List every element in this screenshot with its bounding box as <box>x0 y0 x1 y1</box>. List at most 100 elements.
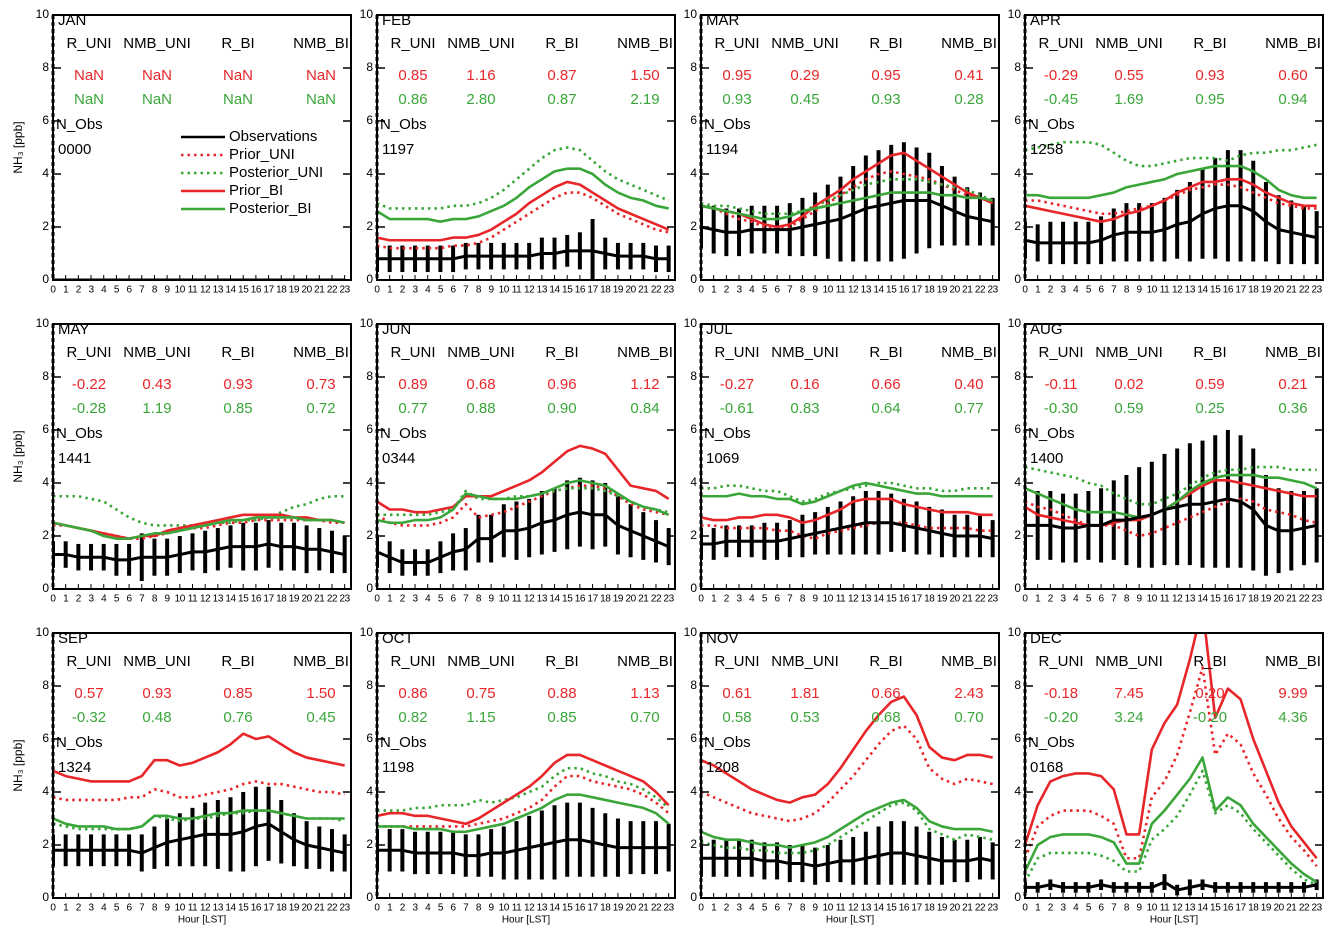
y-tick-label: 8 <box>366 60 373 74</box>
n-obs-label: N_Obs <box>1028 425 1075 442</box>
y-tick-label: 10 <box>684 7 698 21</box>
series-line <box>377 249 669 261</box>
n-obs-label: N_Obs <box>56 116 103 133</box>
x-tick-label: 19 <box>289 594 300 605</box>
frame <box>52 14 352 281</box>
x-tick-label: 13 <box>213 285 224 296</box>
stat-value: 0.59 <box>1114 400 1143 417</box>
x-tick-label: 1 <box>387 285 393 296</box>
x-tick-label: 20 <box>301 285 312 296</box>
x-tick-label: 11 <box>836 594 846 605</box>
n-obs-label: N_Obs <box>380 425 427 442</box>
x-tick-label: 9 <box>165 903 171 914</box>
series-line <box>377 146 670 210</box>
x-tick-label: 18 <box>1248 285 1259 296</box>
x-tick-label: 1 <box>711 594 717 605</box>
x-tick-label: 8 <box>476 285 482 296</box>
y-tick-label: 0 <box>366 272 373 286</box>
x-tick-label: 6 <box>774 594 780 605</box>
x-tick-label: 23 <box>1311 285 1322 296</box>
stat-value: 0.58 <box>722 709 751 726</box>
stat-value: 1.69 <box>1114 91 1143 108</box>
x-tick-label: 6 <box>1098 594 1104 605</box>
stat-header: R_UNI <box>390 653 435 670</box>
stat-value: -0.20 <box>1044 709 1078 726</box>
y-tick-label: 10 <box>360 7 374 21</box>
stat-value: 0.41 <box>954 67 983 84</box>
x-tick-label: 9 <box>489 285 495 296</box>
panel-title: APR <box>1030 12 1061 29</box>
x-tick-label: 16 <box>575 903 586 914</box>
x-tick-label: 0 <box>50 903 56 914</box>
x-tick-label: 18 <box>600 594 611 605</box>
stat-value: 0.45 <box>306 709 335 726</box>
series-line <box>701 521 993 540</box>
x-tick-label: 10 <box>1147 594 1158 605</box>
x-tick-label: 0 <box>1022 903 1028 914</box>
x-tick-label: 20 <box>625 594 636 605</box>
x-tick-label: 17 <box>911 594 922 605</box>
x-tick-label: 22 <box>651 285 662 296</box>
plot-area <box>701 481 995 560</box>
stat-value: 0.95 <box>722 67 751 84</box>
n-obs-value: 0000 <box>58 141 91 158</box>
x-tick-label: 19 <box>937 903 948 914</box>
x-tick-label: 18 <box>600 903 611 914</box>
x-tick-label: 0 <box>1022 285 1028 296</box>
y-tick-label: 6 <box>1014 113 1021 127</box>
x-tick-label: 21 <box>638 594 649 605</box>
plot-area <box>701 695 995 885</box>
x-tick-label: 14 <box>225 903 236 914</box>
stat-header: NMB_UNI <box>1095 35 1163 52</box>
stat-value: 0.85 <box>223 685 252 702</box>
stat-value: 0.40 <box>954 376 983 393</box>
x-tick-label: 18 <box>1248 594 1259 605</box>
stat-value: NaN <box>142 67 172 84</box>
stat-header: NMB_BI <box>1265 35 1321 52</box>
x-tick-label: 6 <box>1098 903 1104 914</box>
stat-value: 0.82 <box>398 709 427 726</box>
x-tick-label: 19 <box>613 903 624 914</box>
x-tick-label: 6 <box>774 285 780 296</box>
panel-title: MAY <box>58 321 89 338</box>
stat-value: 0.93 <box>223 376 252 393</box>
stat-value: 0.43 <box>142 376 171 393</box>
stat-header: R_BI <box>221 35 254 52</box>
series-line <box>1025 769 1318 886</box>
y-tick-label: 2 <box>366 528 373 542</box>
x-tick-label: 10 <box>823 594 834 605</box>
stat-value: 9.99 <box>1278 685 1307 702</box>
y-tick-label: 10 <box>360 316 374 330</box>
stat-header: R_BI <box>221 344 254 361</box>
stat-value: 0.66 <box>871 376 900 393</box>
x-tick-label: 1 <box>1035 594 1041 605</box>
x-tick-label: 9 <box>813 285 819 296</box>
x-tick-label: 7 <box>1111 285 1117 296</box>
frame <box>376 632 676 899</box>
x-tick-label: 7 <box>463 903 469 914</box>
x-tick-label: 21 <box>314 903 325 914</box>
x-tick-label: 5 <box>114 903 120 914</box>
x-tick-label: 19 <box>937 285 948 296</box>
x-tick-label: 0 <box>698 285 704 296</box>
x-tick-label: 11 <box>1160 594 1170 605</box>
stat-value: -0.18 <box>1044 685 1078 702</box>
stat-value: 1.50 <box>306 685 335 702</box>
plot-area <box>1025 633 1319 896</box>
y-tick-label: 0 <box>1014 272 1021 286</box>
x-tick-label: 17 <box>587 594 598 605</box>
series-line <box>377 793 670 834</box>
y-tick-label: 0 <box>690 890 697 904</box>
y-tick-label: 6 <box>42 422 49 436</box>
panel-title: SEP <box>58 630 88 647</box>
series-line <box>53 822 345 855</box>
stat-value: NaN <box>306 67 336 84</box>
y-tick-label: 0 <box>366 890 373 904</box>
x-tick-label: 3 <box>1060 594 1066 605</box>
x-tick-label: 11 <box>188 903 198 914</box>
stat-header: R_UNI <box>714 653 759 670</box>
stat-value: 0.76 <box>223 709 252 726</box>
y-axis-label: NH₃ [ppb] <box>11 739 25 791</box>
